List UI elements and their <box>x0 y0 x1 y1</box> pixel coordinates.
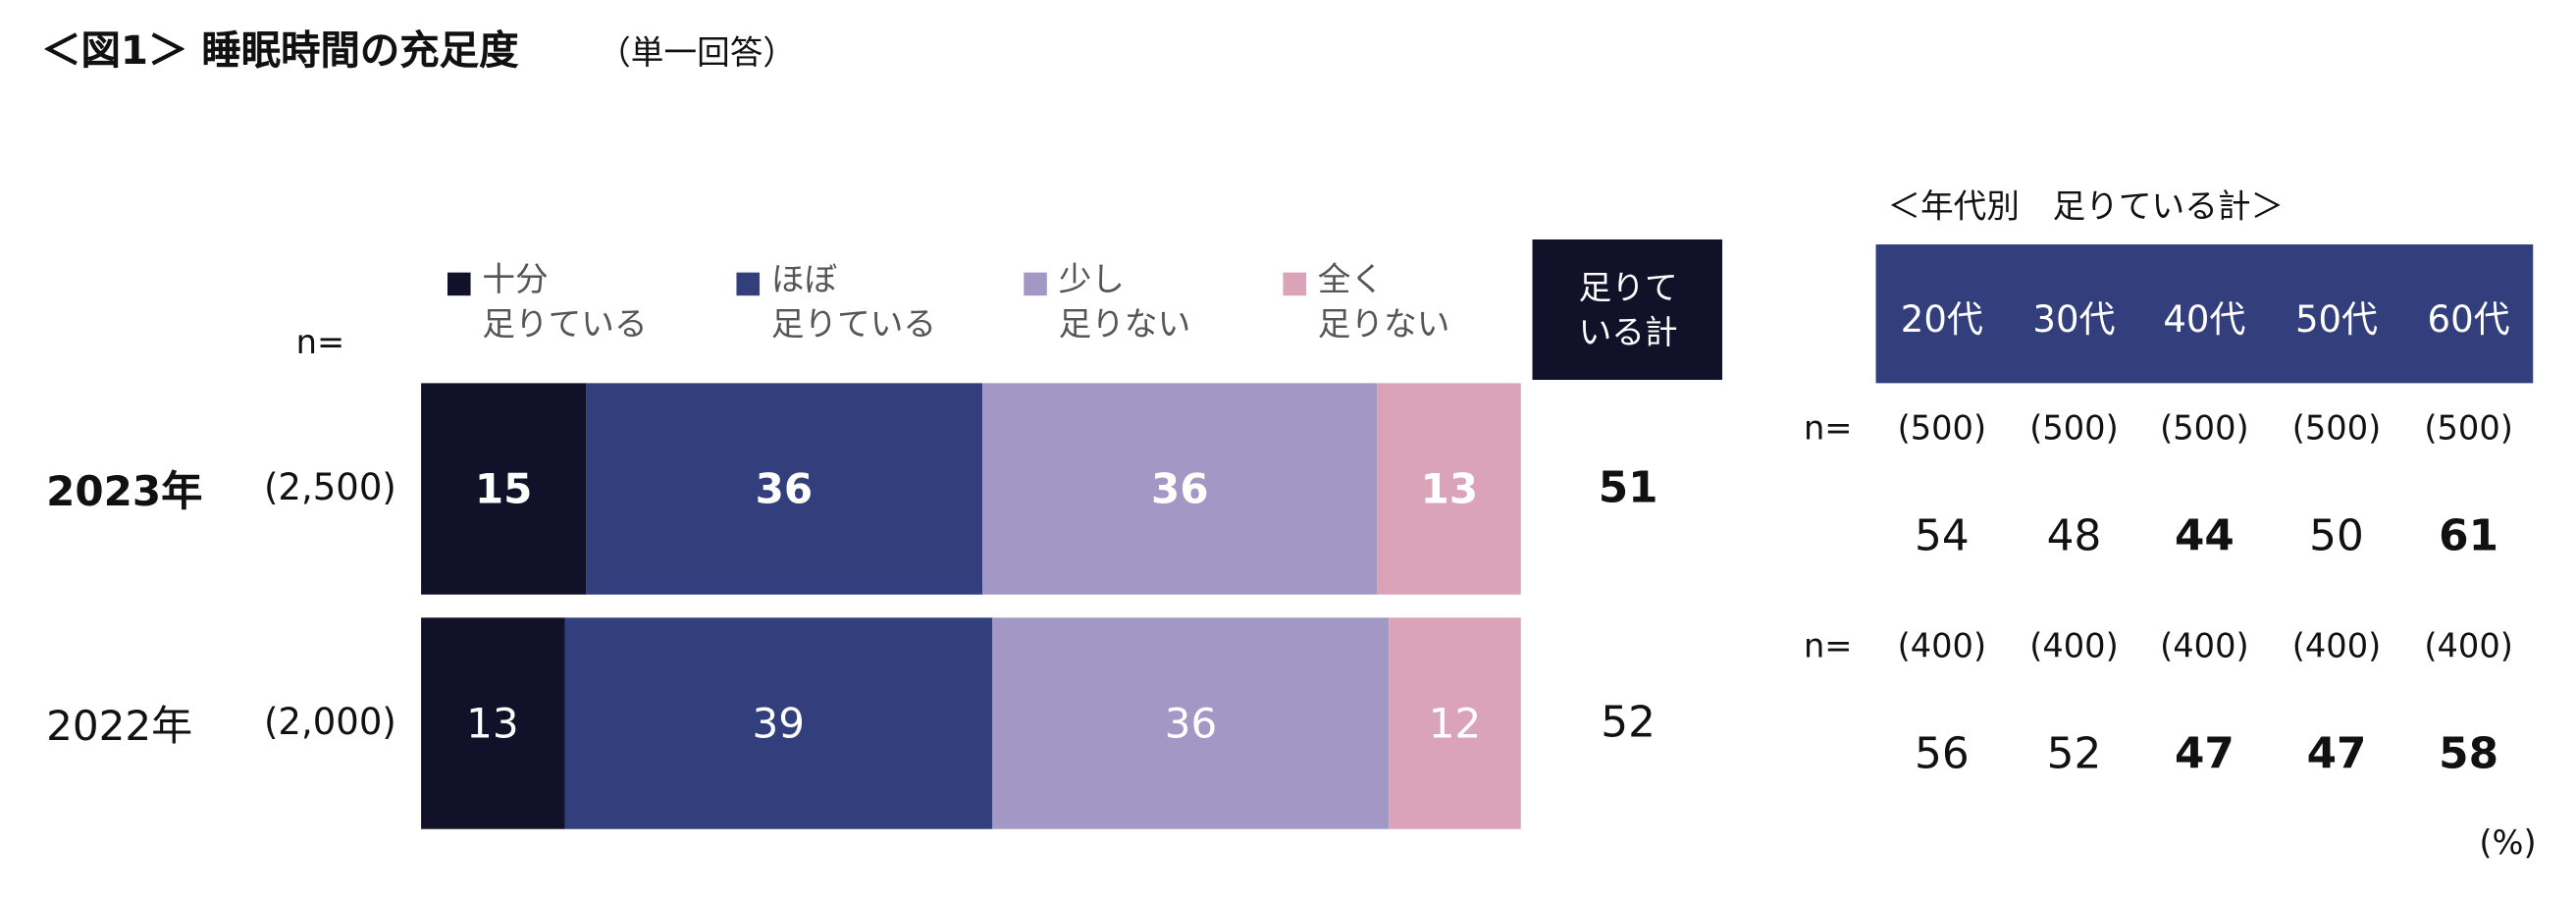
legend-label: ほぼ 足りている <box>770 259 937 344</box>
bar-segment <box>1378 383 1521 595</box>
value-label: 36 <box>1164 699 1218 748</box>
table-value: 61 <box>2439 511 2499 562</box>
n-value: (400) <box>1897 625 1987 666</box>
legend-swatch <box>447 272 471 296</box>
legend-label: 少し 足りない <box>1058 259 1191 344</box>
legend-label: 全く 足りない <box>1317 259 1450 344</box>
legend-swatch <box>1024 272 1047 296</box>
row-label: 2022年 <box>46 702 193 750</box>
chart-title: ＜図1＞ 睡眠時間の充足度 <box>41 26 519 74</box>
bar-segment <box>981 383 1379 595</box>
bar-segment <box>992 617 1390 829</box>
n-value: (500) <box>2424 407 2513 449</box>
sample-size: (2,000) <box>263 702 396 745</box>
n-value: (500) <box>1897 407 1987 449</box>
legend-label: 十分 足りている <box>482 259 648 344</box>
table-value: 48 <box>2046 511 2102 562</box>
table-value: 56 <box>1915 729 1970 780</box>
n-value: (400) <box>2160 625 2249 666</box>
value-label: 13 <box>466 699 519 748</box>
table-value: 47 <box>2306 729 2367 780</box>
value-label: 12 <box>1428 699 1482 748</box>
n-value: (500) <box>2160 407 2249 449</box>
bar-segment <box>1389 617 1521 829</box>
total-value: 52 <box>1601 698 1656 749</box>
sample-size: (2,500) <box>263 468 396 510</box>
column-header: 40代 <box>2163 300 2246 343</box>
value-label: 13 <box>1420 464 1479 513</box>
value-label: 36 <box>755 464 814 513</box>
value-label: 15 <box>474 464 533 513</box>
n-value: (400) <box>2029 625 2119 666</box>
unit: (%) <box>2479 821 2537 863</box>
total-header: 足りて いる計 <box>1578 267 1678 352</box>
n-label: n= <box>1803 407 1853 449</box>
legend-swatch <box>736 272 761 296</box>
table-value: 52 <box>2046 729 2102 780</box>
legend-swatch <box>1283 272 1307 296</box>
table-value: 54 <box>1915 511 1970 562</box>
total-header-box <box>1532 238 1723 381</box>
table-title: ＜年代別 足りている計＞ <box>1887 185 2285 226</box>
column-header: 50代 <box>2294 300 2379 343</box>
bar-segment <box>421 617 564 829</box>
row-label: 2023年 <box>46 467 203 515</box>
n-value: (400) <box>2424 625 2513 666</box>
table-value: 44 <box>2174 511 2234 562</box>
table-header-box <box>1875 244 2534 384</box>
bar-segment <box>586 383 982 595</box>
subtitle: （単一回答） <box>598 31 797 73</box>
n-value: (500) <box>2029 407 2119 449</box>
table-value: 58 <box>2439 729 2499 780</box>
bar-segment <box>563 617 993 829</box>
total-value: 51 <box>1598 463 1658 514</box>
n-value: (500) <box>2291 407 2382 449</box>
n-value: (400) <box>2291 625 2382 666</box>
value-label: 39 <box>752 699 806 748</box>
n-label: n= <box>295 322 345 362</box>
value-label: 36 <box>1151 464 1209 513</box>
table-value: 47 <box>2174 729 2234 780</box>
bar-segment <box>421 383 587 595</box>
n-label: n= <box>1803 625 1853 666</box>
column-header: 20代 <box>1900 300 1983 343</box>
column-header: 30代 <box>2032 300 2116 343</box>
table-value: 50 <box>2309 511 2364 562</box>
column-header: 60代 <box>2427 300 2510 343</box>
